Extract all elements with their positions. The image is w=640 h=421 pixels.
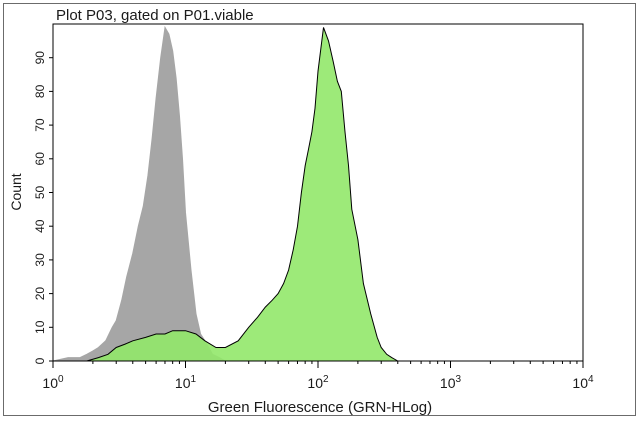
x-axis-label: Green Fluorescence (GRN-HLog) [208,399,432,416]
y-tick-label: 20 [33,287,47,301]
y-tick-label: 0 [33,357,47,364]
series-2-outline [86,27,399,362]
y-tick-label: 40 [33,219,47,233]
y-tick-label: 80 [33,84,47,98]
chart-frame: Plot P03, gated on P01.viable 0 10 20 30 40 5… [3,3,636,416]
series-1-outline [52,25,226,362]
x-tick-label: 103 [440,374,462,391]
x-tick-label: 100 [42,374,64,391]
y-tick-label: 70 [33,118,47,132]
series-2-area [86,27,398,362]
histogram-chart: Plot P03, gated on P01.viable 0 10 20 30 40 5… [8,7,594,416]
y-tick-label: 10 [33,320,47,334]
x-tick-label: 101 [175,374,197,391]
chart-title: Plot P03, gated on P01.viable [56,7,254,24]
y-axis-ticks: 0 10 20 30 40 50 60 70 80 90 [33,51,53,364]
y-tick-label: 90 [33,51,47,65]
y-tick-label: 30 [33,253,47,267]
x-tick-label: 102 [307,374,329,391]
series-1-area [53,27,226,362]
x-tick-label: 104 [572,374,594,391]
y-axis-label: Count [8,173,24,210]
y-tick-label: 50 [33,186,47,200]
y-tick-label: 60 [33,152,47,166]
x-axis-ticks: 100 101 102 103 104 [42,361,594,391]
series-layer [52,25,399,362]
